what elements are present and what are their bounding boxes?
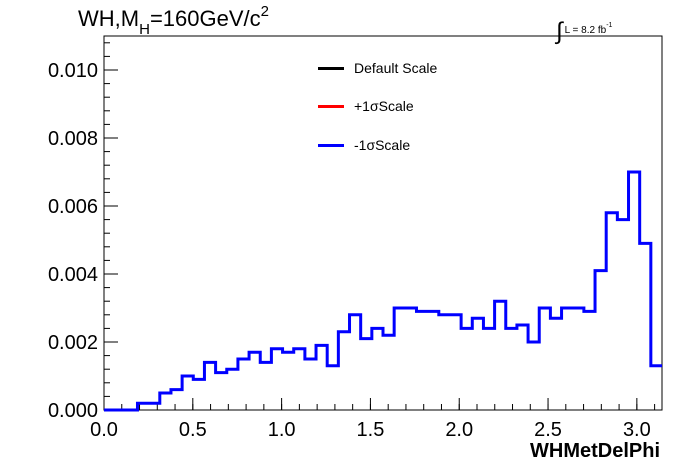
x-axis: 0.0 0.5 1.0 1.5 2.0 2.5 3.0 (90, 398, 656, 441)
x-tick-label: 3.0 (623, 419, 651, 441)
x-tick-label: 2.0 (445, 419, 473, 441)
x-tick-label: 1.5 (357, 419, 385, 441)
title-prefix: WH,M (78, 6, 140, 31)
x-axis-label: WHMetDelPhi (530, 440, 660, 462)
y-axis: 0.000 0.002 0.004 0.006 0.008 0.010 (48, 42, 118, 422)
y-tick-label: 0.006 (48, 196, 98, 218)
legend-entry-plus1sigma: +1σScale (318, 96, 414, 116)
y-tick-label: 0.004 (48, 264, 98, 286)
series-group (104, 170, 662, 412)
legend-label-plus1sigma: +1σScale (354, 98, 414, 114)
y-tick-label: 0.002 (48, 332, 98, 354)
title-superscript: 2 (260, 3, 269, 20)
legend-entry-default: Default Scale (318, 58, 437, 78)
x-tick-label: 2.5 (534, 419, 562, 441)
luminosity-label: ∫ L = 8.2 fb-1 (556, 12, 613, 45)
legend-line-minus1sigma (318, 143, 344, 147)
x-tick-label: 1.0 (268, 419, 296, 441)
series-line (104, 170, 662, 412)
plot-frame (103, 35, 663, 411)
lumi-text: L = 8.2 fb (564, 25, 607, 36)
title-value: =160GeV/c (149, 6, 261, 31)
y-tick-label: 0.010 (48, 60, 98, 82)
legend-line-plus1sigma (318, 104, 344, 108)
title-subscript: H (139, 21, 150, 38)
x-tick-label: 0.5 (179, 419, 207, 441)
y-tick-label: 0.000 (48, 400, 98, 422)
legend-entry-minus1sigma: -1σScale (318, 135, 410, 155)
chart-title: WH,MH=160GeV/c2 (78, 3, 269, 38)
y-tick-label: 0.008 (48, 128, 98, 150)
x-tick-label: 0.0 (90, 419, 118, 441)
legend-line-default (318, 66, 344, 70)
legend-label-default: Default Scale (354, 60, 438, 76)
lumi-superscript: -1 (606, 22, 613, 29)
legend-label-minus1sigma: -1σScale (354, 137, 411, 153)
integral-symbol: ∫ (556, 18, 563, 45)
